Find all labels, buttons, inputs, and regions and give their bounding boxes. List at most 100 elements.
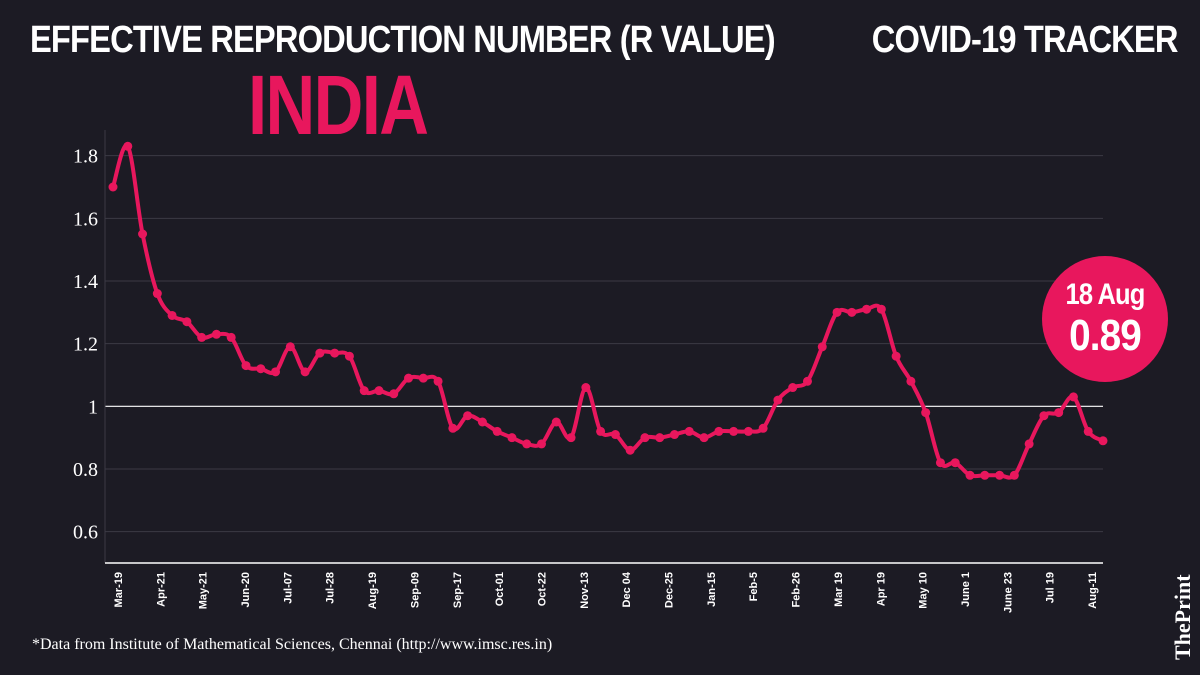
y-tick-label: 0.6 [73, 522, 98, 544]
latest-value: 0.89 [1069, 311, 1142, 360]
x-tick-label: Sep-09 [409, 572, 421, 608]
r-value-line [111, 143, 1105, 480]
x-tick-label: Jun-20 [240, 572, 252, 607]
x-tick-label: May 10 [918, 572, 930, 609]
data-point [522, 439, 532, 449]
data-point [463, 411, 473, 421]
x-tick-label: Apr 19 [875, 572, 887, 606]
data-point [906, 376, 916, 386]
x-tick-label: May-21 [198, 572, 210, 609]
x-tick-label: June 23 [1002, 572, 1014, 613]
x-tick-label: Jul-07 [282, 572, 294, 604]
data-point [1039, 411, 1049, 421]
x-tick-label: Oct-01 [494, 572, 506, 606]
data-point [773, 395, 783, 405]
tracker-label: COVID-19 TRACKER [872, 19, 1179, 61]
x-tick-label: Nov-13 [579, 572, 591, 609]
x-tick-label: Oct-22 [536, 572, 548, 606]
data-point [610, 430, 620, 440]
x-axis-ticks: Mar-19 Apr-21 May-21 Jun-20 Jul-07 Jul-28 Aug-… [113, 571, 1099, 613]
y-tick-label: 1.8 [73, 146, 98, 168]
data-point [1054, 408, 1064, 418]
data-point [389, 389, 399, 399]
y-tick-label: 1.2 [73, 334, 98, 356]
data-point [640, 433, 650, 443]
data-point [477, 417, 487, 427]
data-point [758, 423, 768, 433]
data-point [211, 329, 221, 339]
data-point [743, 426, 753, 436]
y-axis-ticks: 0.6 0.8 1 1.2 1.4 1.6 1.8 [73, 146, 98, 544]
data-point [832, 307, 842, 317]
data-point [802, 376, 812, 386]
data-point [935, 458, 945, 468]
data-point [315, 348, 325, 358]
data-point [108, 182, 118, 192]
x-tick-label: Sep-17 [452, 572, 464, 608]
data-point [921, 408, 931, 418]
data-point [1083, 426, 1093, 436]
data-point [418, 373, 428, 383]
data-point [448, 423, 458, 433]
data-point [123, 141, 133, 151]
x-tick-label: Dec-25 [664, 572, 676, 608]
data-point [862, 304, 872, 314]
data-point [625, 445, 635, 455]
data-point [655, 433, 665, 443]
data-point [404, 373, 414, 383]
gridlines [104, 130, 1103, 564]
y-tick-label: 0.8 [73, 459, 98, 481]
data-point [256, 364, 266, 374]
data-point [241, 361, 251, 371]
data-point [729, 426, 739, 436]
data-point [566, 433, 576, 443]
data-point [980, 470, 990, 480]
data-point [330, 348, 340, 358]
x-tick-label: Apr-21 [155, 572, 167, 607]
data-point [138, 229, 148, 239]
y-tick-label: 1 [88, 396, 98, 418]
data-point [788, 383, 798, 393]
x-tick-label: Feb-26 [791, 572, 803, 607]
data-point [433, 376, 443, 386]
data-point [271, 367, 281, 377]
data-point [1068, 392, 1078, 402]
x-tick-label: Aug-11 [1087, 572, 1099, 609]
data-point [596, 426, 606, 436]
data-point [359, 386, 369, 396]
data-point [344, 351, 354, 361]
x-tick-label: Jul-28 [325, 572, 337, 604]
data-point [876, 304, 886, 314]
data-point [537, 439, 547, 449]
data-point [950, 458, 960, 468]
x-tick-label: Jan-15 [706, 572, 718, 607]
data-point [197, 332, 207, 342]
data-point [995, 470, 1005, 480]
x-tick-label: Dec 04 [621, 571, 633, 607]
data-point [152, 289, 162, 299]
x-tick-label: June 1 [960, 572, 972, 607]
data-point [300, 367, 310, 377]
brand-logo: ThePrint [1170, 574, 1195, 660]
data-point [507, 433, 517, 443]
latest-date: 18 Aug [1065, 278, 1146, 311]
data-point [684, 426, 694, 436]
data-point [226, 332, 236, 342]
data-point [581, 383, 591, 393]
x-tick-label: Mar-19 [113, 572, 125, 607]
data-point [817, 342, 827, 352]
data-point [699, 433, 709, 443]
data-point [1009, 470, 1019, 480]
country-label: INDIA [248, 58, 429, 152]
x-tick-label: Jul 19 [1045, 572, 1057, 603]
chart-title: EFFECTIVE REPRODUCTION NUMBER (R VALUE) [30, 19, 776, 61]
data-point [965, 470, 975, 480]
x-tick-label: Aug-19 [367, 572, 379, 609]
data-point [714, 426, 724, 436]
series-r-value [108, 141, 1108, 480]
data-point [1024, 439, 1034, 449]
x-tick-label: Feb-5 [748, 572, 760, 601]
y-tick-label: 1.6 [73, 208, 98, 230]
y-tick-label: 1.4 [73, 271, 98, 293]
